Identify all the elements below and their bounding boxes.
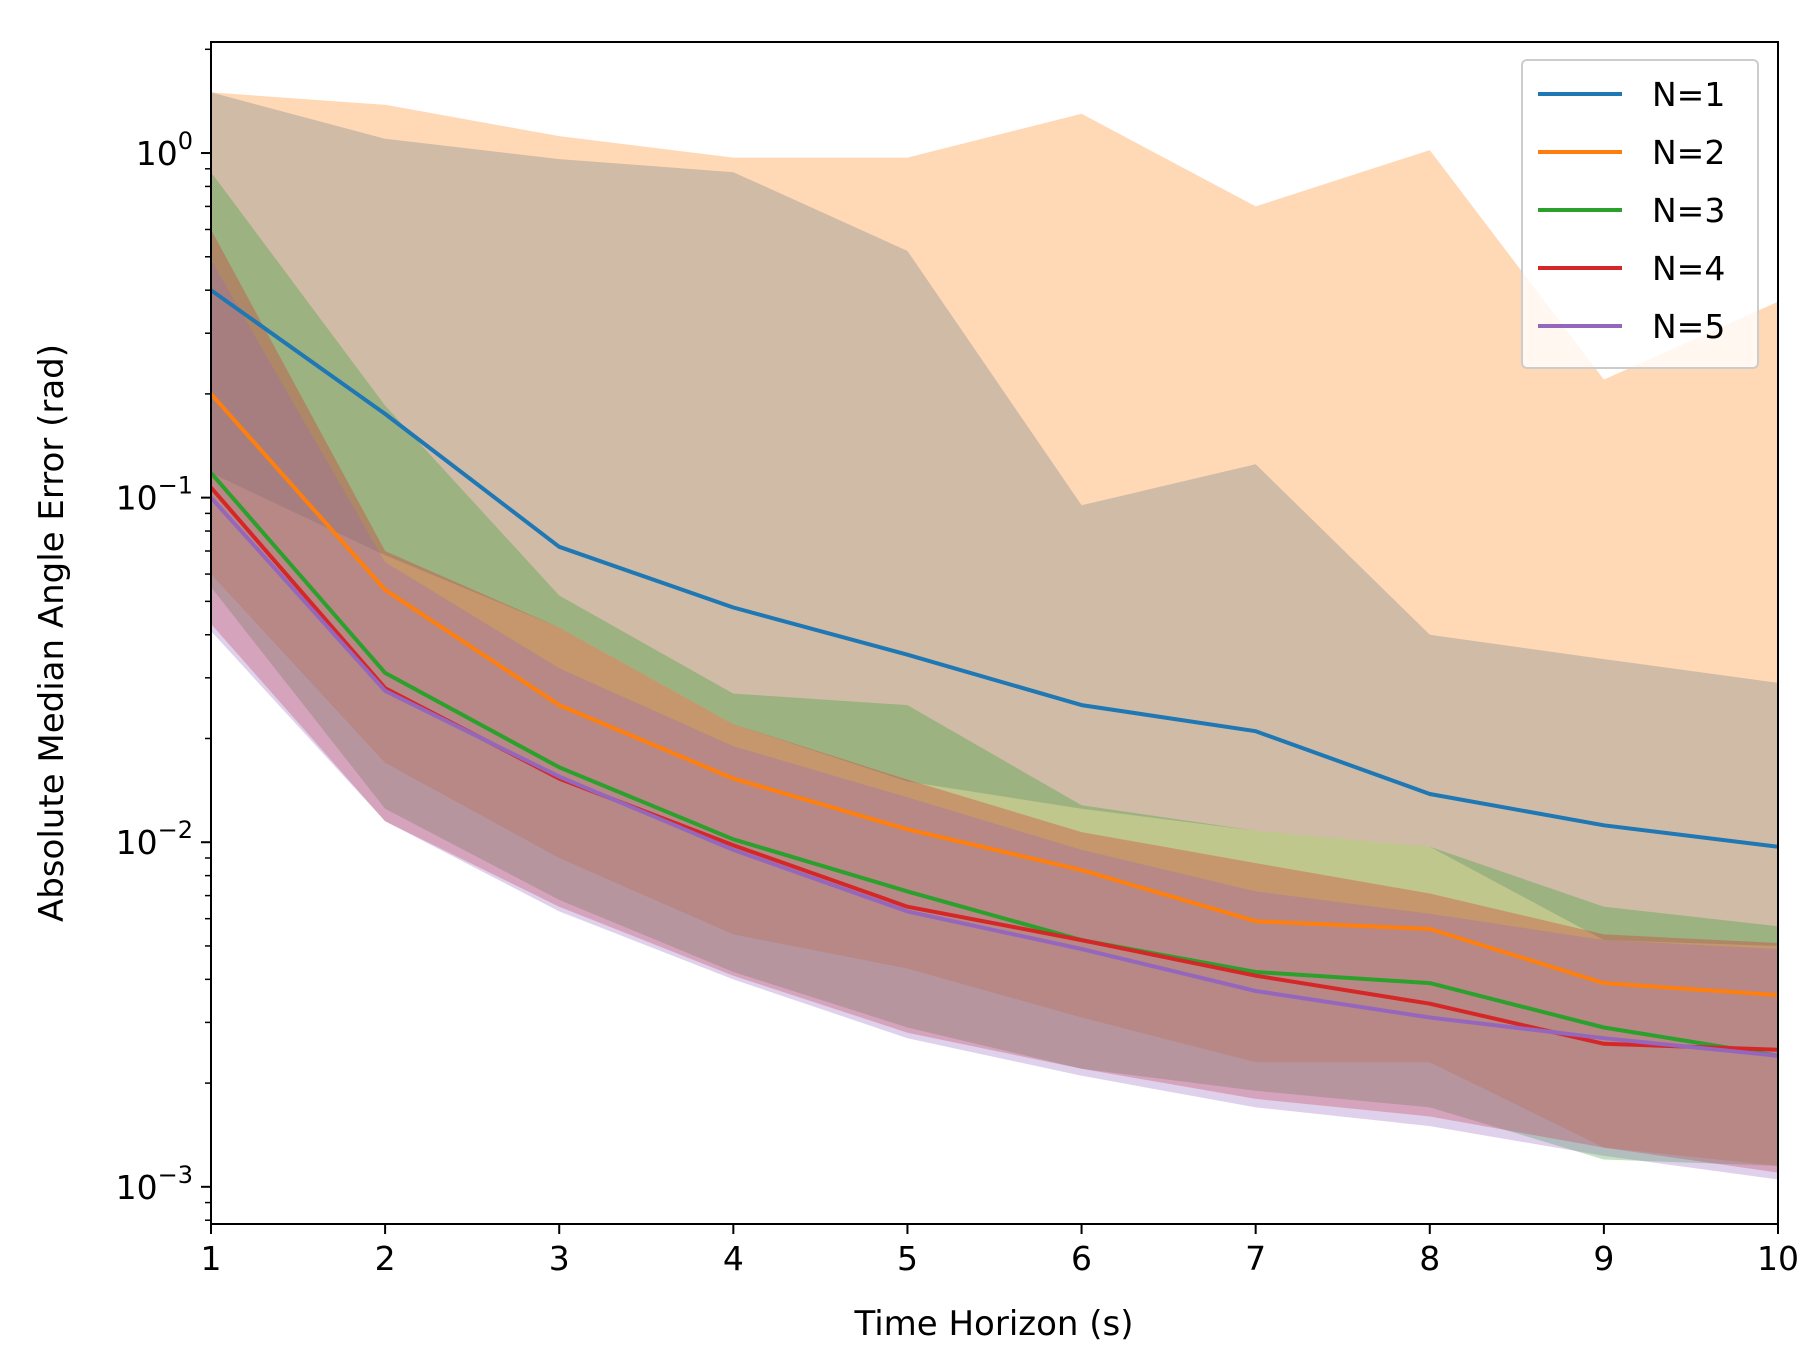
x-axis-title: Time Horizon (s)	[853, 1304, 1133, 1344]
plot-frame	[210, 41, 1779, 1225]
legend-box	[1521, 59, 1759, 369]
legend-label-n4: N=4	[1652, 249, 1725, 288]
x-tick-label: 10	[1757, 1239, 1799, 1278]
x-axis: 1 2 3 4 5 6 7 8 9 10	[201, 1224, 1799, 1278]
x-tick-label: 5	[897, 1239, 918, 1278]
line-n1	[211, 288, 1778, 849]
x-tick-label: 6	[1071, 1239, 1092, 1278]
x-tick-label: 2	[375, 1239, 396, 1278]
y-axis-title: Absolute Median Angle Error (rad)	[32, 344, 72, 922]
x-tick-label: 4	[723, 1239, 744, 1278]
x-tick-label: 7	[1245, 1239, 1266, 1278]
line-n5	[211, 496, 1778, 1058]
band-n2	[211, 92, 1778, 1166]
series-lines	[211, 288, 1778, 1058]
x-tick-label: 8	[1419, 1239, 1440, 1278]
x-tick-label: 9	[1593, 1239, 1614, 1278]
legend-label-n3: N=3	[1652, 191, 1725, 230]
y-axis: 10−3 10−2 10−1 100	[116, 48, 211, 1221]
y-tick-label: 10−2	[116, 816, 193, 862]
band-n5	[211, 259, 1778, 1180]
band-n4	[211, 229, 1778, 1173]
legend: N=1 N=2 N=3 N=4 N=5	[1521, 59, 1759, 369]
confidence-bands	[211, 92, 1778, 1180]
x-tick-label: 3	[549, 1239, 570, 1278]
line-n3	[211, 471, 1778, 1058]
legend-label-n5: N=5	[1652, 307, 1725, 346]
y-tick-label: 10−3	[116, 1161, 193, 1207]
y-tick-label: 10−1	[116, 472, 193, 518]
band-n3	[211, 172, 1778, 1166]
legend-label-n1: N=1	[1652, 75, 1725, 114]
band-n1	[211, 92, 1778, 946]
line-n2	[211, 392, 1778, 998]
y-tick-label: 100	[136, 127, 193, 173]
x-tick-label: 1	[201, 1239, 222, 1278]
legend-label-n2: N=2	[1652, 133, 1725, 172]
